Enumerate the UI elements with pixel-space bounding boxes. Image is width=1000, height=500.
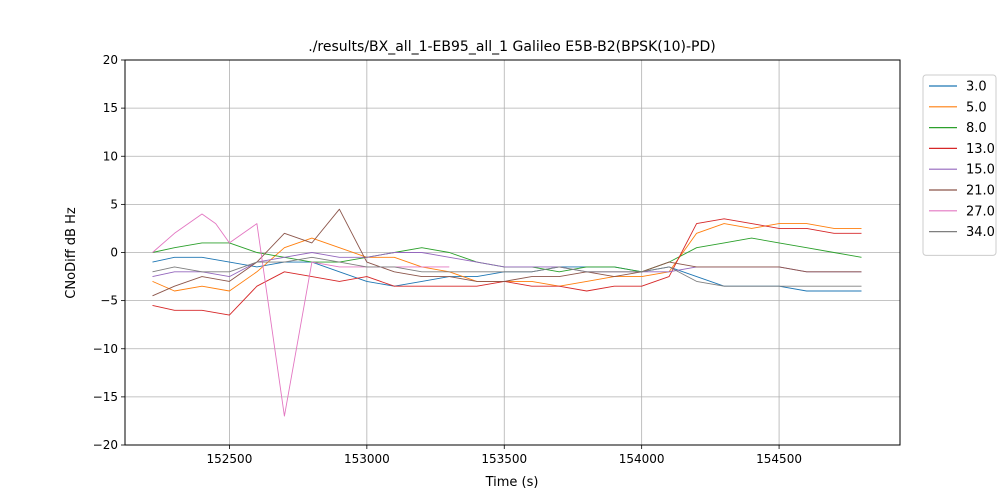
series-line-34.0	[152, 256, 862, 287]
y-tick-label: 0	[110, 246, 118, 260]
legend-label: 13.0	[966, 142, 995, 157]
series-line-21.0	[152, 208, 862, 297]
chart-title: ./results/BX_all_1-EB95_all_1 Galileo E5…	[308, 39, 715, 55]
y-axis-label: CNoDiff dB Hz	[64, 207, 79, 299]
y-tick-label: −15	[93, 390, 118, 404]
x-tick-label: 154000	[619, 452, 665, 466]
y-tick-label: −20	[93, 438, 118, 452]
legend-label: 5.0	[966, 100, 987, 115]
y-tick-label: 10	[103, 149, 118, 163]
legend-label: 3.0	[966, 80, 987, 95]
x-tick-label: 152500	[207, 452, 253, 466]
x-tick-label: 154500	[756, 452, 802, 466]
legend-label: 15.0	[966, 163, 995, 178]
y-tick-label: 5	[110, 197, 118, 211]
legend-label: 27.0	[966, 204, 995, 219]
legend: 3.0 5.0 8.0 13.0 15.0 21.0 27.0 34.0	[922, 74, 997, 256]
y-tick-label: −5	[100, 294, 118, 308]
x-axis-label: Time (s)	[485, 475, 539, 490]
y-tick-label: 15	[103, 101, 118, 115]
legend-label: 21.0	[966, 184, 995, 199]
axis-ticks: 152500 153000 153500 154000 154500 −20 −15 −10 −…	[93, 53, 802, 466]
legend-label: 34.0	[966, 225, 995, 240]
y-tick-label: −10	[93, 342, 118, 356]
legend-label: 8.0	[966, 121, 987, 136]
series-layer	[152, 208, 862, 417]
x-tick-label: 153000	[344, 452, 390, 466]
x-tick-label: 153500	[481, 452, 527, 466]
y-tick-label: 20	[103, 53, 118, 67]
